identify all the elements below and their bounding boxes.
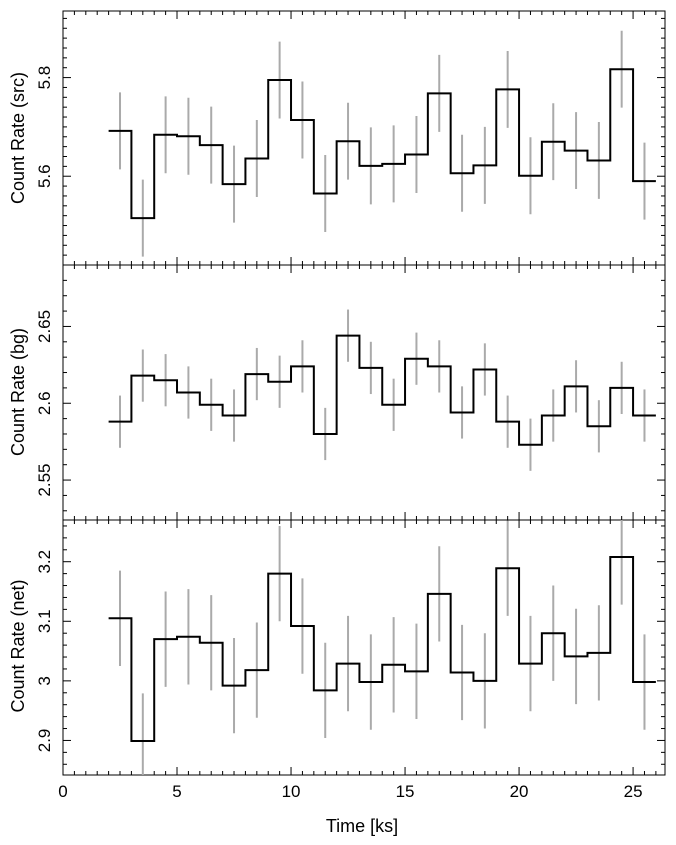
x-tick-label: 5 [172, 782, 181, 801]
x-tick-label: 15 [396, 782, 415, 801]
y-tick-label-bg: 2.65 [35, 310, 54, 343]
y-tick-label-src: 5.8 [35, 66, 54, 90]
x-tick-label: 25 [624, 782, 643, 801]
frame-net [62, 519, 666, 776]
xlabel-time: Time [ks] [326, 816, 398, 836]
y-tick-label-bg: 2.6 [35, 391, 54, 415]
y-tick-label-net: 2.9 [35, 729, 54, 753]
y-tick-label-net: 3 [35, 676, 54, 685]
ylabel-src: Count Rate (src) [8, 72, 28, 204]
panel-net: 2.9 3 3.1 3.2 0 5 10 15 20 25 [35, 519, 666, 801]
panel-src: 5.6 5.8 [35, 10, 666, 266]
histogram-line-bg [108, 334, 656, 446]
histogram-line-src [108, 68, 656, 220]
y-tick-label-net: 3.1 [35, 609, 54, 633]
x-tick-label: 10 [282, 782, 301, 801]
x-tick-label: 0 [58, 782, 67, 801]
ylabel-bg: Count Rate (bg) [8, 328, 28, 456]
ylabel-net: Count Rate (net) [8, 579, 28, 712]
frame-bg [62, 264, 666, 521]
y-tick-label-bg: 2.55 [35, 464, 54, 497]
histogram-line-net [108, 555, 656, 743]
panel-bg: 2.55 2.6 2.65 [35, 264, 666, 521]
x-tick-label: 20 [510, 782, 529, 801]
y-tick-label-src: 5.6 [35, 164, 54, 188]
y-tick-label-net: 3.2 [35, 550, 54, 574]
